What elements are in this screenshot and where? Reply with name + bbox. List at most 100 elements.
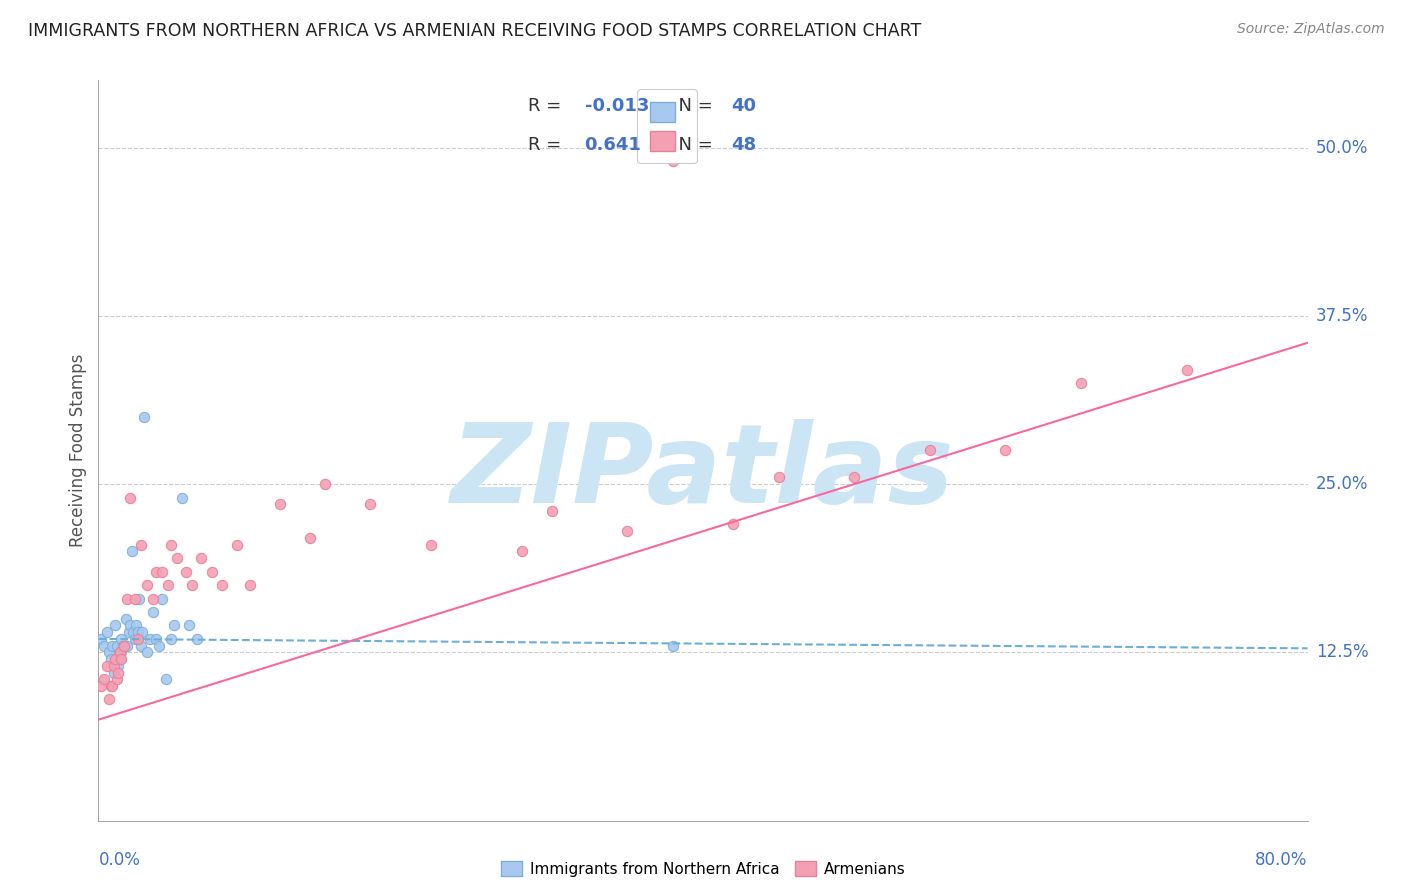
Point <box>314 477 336 491</box>
Text: 25.0%: 25.0% <box>1316 475 1368 493</box>
Point <box>269 497 291 511</box>
Point <box>918 443 941 458</box>
Point <box>148 639 170 653</box>
Point <box>131 625 153 640</box>
Point <box>201 565 224 579</box>
Point <box>124 591 146 606</box>
Y-axis label: Receiving Food Stamps: Receiving Food Stamps <box>69 354 87 547</box>
Text: R =: R = <box>527 136 567 154</box>
Point <box>181 578 204 592</box>
Point <box>174 565 197 579</box>
Point <box>127 632 149 646</box>
Point <box>135 645 157 659</box>
Point <box>360 497 382 511</box>
Point <box>128 591 150 606</box>
Point <box>540 504 562 518</box>
Point <box>90 679 112 693</box>
Point <box>994 443 1017 458</box>
Point <box>129 639 152 653</box>
Text: 80.0%: 80.0% <box>1256 851 1308 869</box>
Text: 40: 40 <box>731 97 756 115</box>
Point <box>96 658 118 673</box>
Point <box>510 544 533 558</box>
Point <box>108 645 131 659</box>
Point <box>103 658 125 673</box>
Point <box>98 692 121 706</box>
Point <box>90 632 112 646</box>
Point <box>768 470 790 484</box>
Point <box>100 679 122 693</box>
Text: 0.641: 0.641 <box>585 136 641 154</box>
Point <box>132 409 155 424</box>
Point <box>110 632 132 646</box>
Point <box>105 639 128 653</box>
Point <box>108 652 131 666</box>
Point <box>112 639 135 653</box>
Point <box>142 591 165 606</box>
Point <box>723 517 745 532</box>
Point <box>107 658 129 673</box>
Point <box>115 591 138 606</box>
Point <box>160 538 183 552</box>
Text: R =: R = <box>527 97 567 115</box>
Point <box>239 578 262 592</box>
Point <box>179 618 201 632</box>
Text: ZIPatlas: ZIPatlas <box>451 419 955 526</box>
Point <box>127 625 149 640</box>
Point <box>1070 376 1092 391</box>
Point <box>129 538 152 552</box>
Point <box>616 524 638 539</box>
Point <box>121 544 143 558</box>
Point <box>661 154 683 169</box>
Point <box>150 565 173 579</box>
Legend: Immigrants from Northern Africa, Armenians: Immigrants from Northern Africa, Armenia… <box>494 853 912 884</box>
Point <box>661 639 683 653</box>
Point <box>100 652 122 666</box>
Point <box>98 645 121 659</box>
Text: N =: N = <box>666 136 718 154</box>
Point <box>93 639 115 653</box>
Point <box>110 652 132 666</box>
Point <box>150 591 173 606</box>
Point <box>104 652 127 666</box>
Text: Source: ZipAtlas.com: Source: ZipAtlas.com <box>1237 22 1385 37</box>
Point <box>124 632 146 646</box>
Point <box>114 612 136 626</box>
Point <box>186 632 208 646</box>
Point <box>105 673 128 687</box>
Point <box>1175 362 1198 376</box>
Point <box>135 578 157 592</box>
Point <box>96 625 118 640</box>
Point <box>120 491 142 505</box>
Text: 50.0%: 50.0% <box>1316 138 1368 157</box>
Point <box>139 632 162 646</box>
Point <box>170 491 193 505</box>
Point <box>101 639 124 653</box>
Point <box>190 551 212 566</box>
Point <box>103 665 125 680</box>
Point <box>115 639 138 653</box>
Point <box>142 605 165 619</box>
Point <box>844 470 866 484</box>
Point <box>101 679 124 693</box>
Text: -0.013: -0.013 <box>585 97 650 115</box>
Point <box>120 618 142 632</box>
Text: IMMIGRANTS FROM NORTHERN AFRICA VS ARMENIAN RECEIVING FOOD STAMPS CORRELATION CH: IMMIGRANTS FROM NORTHERN AFRICA VS ARMEN… <box>28 22 921 40</box>
Point <box>226 538 249 552</box>
Point <box>111 639 134 653</box>
Point <box>145 565 167 579</box>
Point <box>93 673 115 687</box>
Text: 12.5%: 12.5% <box>1316 643 1368 661</box>
Point <box>110 645 132 659</box>
Point <box>166 551 188 566</box>
Legend: , : , <box>637 89 696 163</box>
Point <box>107 665 129 680</box>
Text: 37.5%: 37.5% <box>1316 307 1368 325</box>
Point <box>125 618 148 632</box>
Point <box>299 531 322 545</box>
Text: 48: 48 <box>731 136 756 154</box>
Point <box>156 578 179 592</box>
Text: N =: N = <box>666 97 718 115</box>
Text: 0.0%: 0.0% <box>98 851 141 869</box>
Point <box>211 578 233 592</box>
